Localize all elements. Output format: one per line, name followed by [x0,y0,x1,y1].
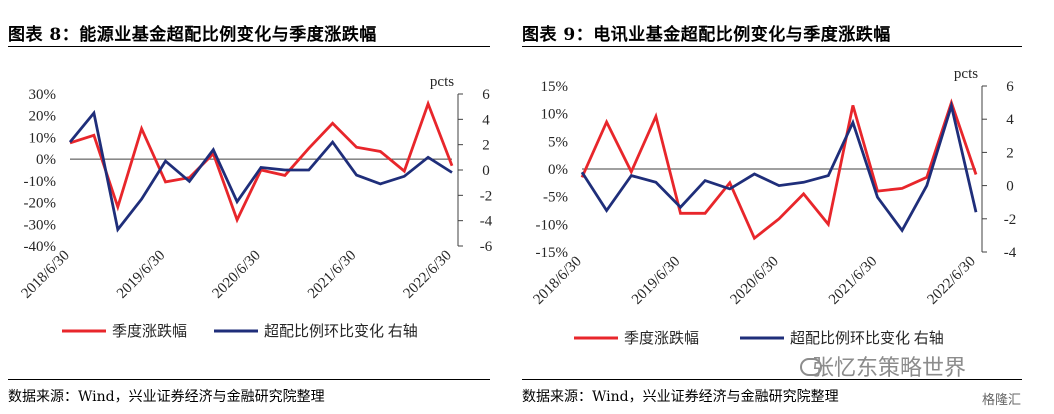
y-left-tick-label: -5% [543,190,568,206]
y-left-tick-label: -10% [24,174,57,190]
y-left-tick-label: -15% [536,245,569,261]
telecom-chart: 15% 10% 5% 0% -5% -10% -15% 6 4 2 0 -2 -4 pcts 2018/6/… [530,66,1017,347]
quarterly-return-line [580,98,978,241]
y-right-tick-label: 4 [1006,112,1014,128]
x-tick-label: 2019/6/30 [629,254,683,308]
y-left-tick-label: 30% [29,87,57,103]
y-left-tick-label: 0% [548,162,568,178]
y-left-tick-label: 10% [29,130,57,146]
y-left-tick-label: 0% [36,152,56,168]
quarterly-return-line [69,99,454,224]
title-rule [522,46,1022,47]
overweight-change-line [68,109,453,233]
title-rule [8,46,490,47]
y-right-tick-label: 6 [1006,79,1014,95]
y-left-tick-label: 15% [541,79,569,95]
y-right-unit-label: pcts [954,66,978,82]
source-rule [8,379,490,380]
y-left-tick-label: -30% [24,217,57,233]
x-tick-label: 2020/6/30 [727,254,781,308]
source-note-energy: 数据来源：Wind，兴业证券经济与金融研究院整理 [8,389,325,405]
legend-label: 季度涨跌幅 [624,330,699,347]
y-left-tick-label: 20% [29,109,57,125]
y-right-tick-label: -2 [480,188,493,204]
y-left-tick-label: 10% [541,107,569,123]
y-left-tick-label: 5% [548,134,568,150]
x-tick-label: 2022/6/30 [924,254,978,308]
chart-title-telecom: 图表 9：电讯业基金超配比例变化与季度涨跌幅 [522,25,891,45]
x-tick-label: 2018/6/30 [18,248,72,302]
x-tick-label: 2018/6/30 [530,254,584,308]
watermark-text: 张忆东策略世界 [812,356,967,381]
legend-label: 季度涨跌幅 [112,323,187,340]
y-right-tick-label: -6 [480,239,493,255]
y-right-tick-label: 6 [482,87,490,103]
y-left-tick-label: -20% [24,196,57,212]
overweight-change-line [580,100,978,233]
y-right-tick-label: 2 [482,138,490,154]
source-note-telecom: 数据来源：Wind，兴业证券经济与金融研究院整理 [522,389,839,405]
legend-label: 超配比例环比变化 右轴 [264,323,418,340]
y-right-tick-label: -2 [1004,212,1017,228]
x-tick-label: 2021/6/30 [305,248,359,302]
y-left-tick-label: -40% [24,239,57,255]
source-rule [522,379,1022,380]
wechat-icon [800,358,822,376]
legend-label: 超配比例环比变化 右轴 [790,330,944,347]
x-tick-label: 2022/6/30 [400,248,454,302]
source-stamp: 格隆汇 [982,393,1022,408]
y-right-tick-label: 0 [482,163,490,179]
y-right-unit-label: pcts [430,74,454,90]
energy-chart: 30% 20% 10% 0% -10% -20% -30% -40% 6 4 2 0 -2 -4 -6 pct… [18,74,493,340]
y-right-tick-label: -4 [1004,245,1017,261]
x-tick-label: 2019/6/30 [114,248,168,302]
chart-title-energy: 图表 8：能源业基金超配比例变化与季度涨跌幅 [8,25,377,45]
y-right-tick-label: 2 [1006,145,1014,161]
x-tick-label: 2020/6/30 [209,248,263,302]
y-right-tick-label: 0 [1006,179,1014,195]
y-right-tick-label: -4 [480,214,493,230]
y-left-tick-label: -10% [536,217,569,233]
y-right-tick-label: 4 [482,112,490,128]
x-tick-label: 2021/6/30 [826,254,880,308]
